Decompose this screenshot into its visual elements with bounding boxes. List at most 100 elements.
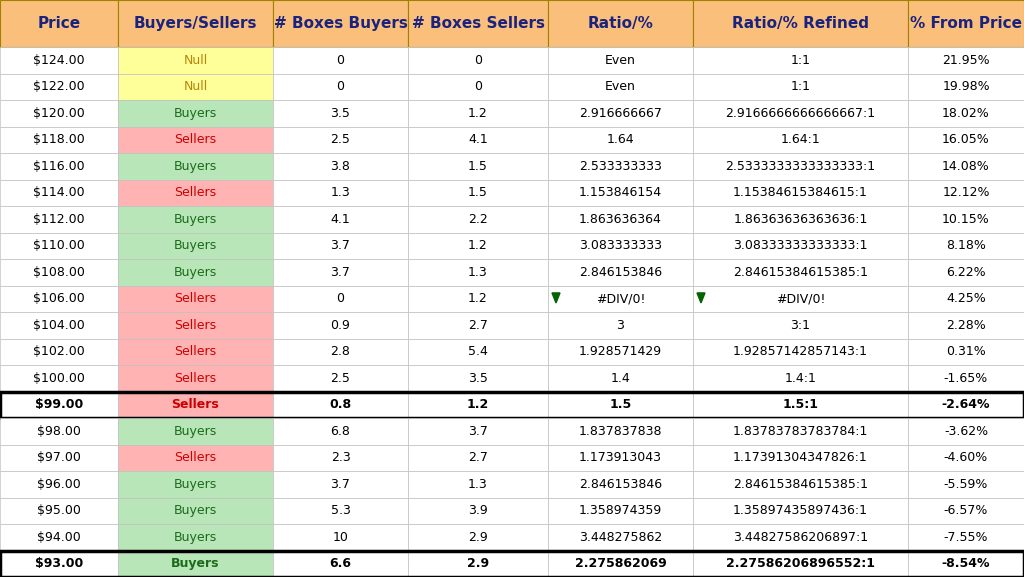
Bar bbox=[273, 524, 408, 550]
Text: 2.8: 2.8 bbox=[331, 345, 350, 358]
Text: 0: 0 bbox=[337, 54, 344, 67]
Bar bbox=[908, 206, 1024, 233]
Text: Ratio/% Refined: Ratio/% Refined bbox=[732, 16, 869, 31]
Text: Null: Null bbox=[183, 54, 208, 67]
Text: 2.9: 2.9 bbox=[467, 557, 489, 570]
Text: -4.60%: -4.60% bbox=[944, 451, 988, 464]
Text: Buyers: Buyers bbox=[174, 504, 217, 517]
Text: 2.9166666666666667:1: 2.9166666666666667:1 bbox=[725, 107, 876, 120]
Text: -6.57%: -6.57% bbox=[944, 504, 988, 517]
Text: Sellers: Sellers bbox=[174, 345, 216, 358]
Bar bbox=[908, 259, 1024, 286]
Text: Sellers: Sellers bbox=[174, 292, 216, 305]
Bar bbox=[273, 153, 408, 179]
Text: 3.5: 3.5 bbox=[331, 107, 350, 120]
Bar bbox=[908, 100, 1024, 126]
Text: 1.153846154: 1.153846154 bbox=[579, 186, 663, 199]
Bar bbox=[408, 497, 548, 524]
Bar bbox=[118, 497, 273, 524]
Text: 2.846153846: 2.846153846 bbox=[579, 478, 663, 491]
Text: $97.00: $97.00 bbox=[37, 451, 81, 464]
Text: $110.00: $110.00 bbox=[33, 239, 85, 252]
Text: 6.8: 6.8 bbox=[331, 425, 350, 438]
Bar bbox=[693, 179, 908, 206]
Text: Sellers: Sellers bbox=[174, 186, 216, 199]
Text: 4.25%: 4.25% bbox=[946, 292, 986, 305]
Text: 14.08%: 14.08% bbox=[942, 160, 990, 173]
Text: 0: 0 bbox=[474, 80, 482, 93]
Bar bbox=[693, 206, 908, 233]
Text: 1.173913043: 1.173913043 bbox=[579, 451, 662, 464]
Bar bbox=[693, 153, 908, 179]
Bar bbox=[693, 392, 908, 418]
Bar bbox=[0, 392, 118, 418]
Bar bbox=[548, 418, 693, 444]
Text: 3.8: 3.8 bbox=[331, 160, 350, 173]
Text: Even: Even bbox=[605, 80, 636, 93]
Text: $108.00: $108.00 bbox=[33, 266, 85, 279]
Bar bbox=[908, 418, 1024, 444]
Text: 2.84615384615385:1: 2.84615384615385:1 bbox=[733, 478, 868, 491]
Bar bbox=[548, 471, 693, 497]
Bar bbox=[273, 339, 408, 365]
Text: 1.2: 1.2 bbox=[468, 292, 487, 305]
Text: Buyers: Buyers bbox=[174, 239, 217, 252]
Bar bbox=[273, 286, 408, 312]
Text: 1.2: 1.2 bbox=[467, 398, 489, 411]
Bar bbox=[908, 153, 1024, 179]
Text: Ratio/%: Ratio/% bbox=[588, 16, 653, 31]
Text: #DIV/0!: #DIV/0! bbox=[776, 292, 825, 305]
Bar bbox=[548, 339, 693, 365]
Bar bbox=[118, 153, 273, 179]
Bar bbox=[118, 286, 273, 312]
Bar bbox=[273, 233, 408, 259]
Text: Buyers: Buyers bbox=[174, 266, 217, 279]
Bar bbox=[0, 73, 118, 100]
Text: -8.54%: -8.54% bbox=[942, 557, 990, 570]
Text: 2.5333333333333333:1: 2.5333333333333333:1 bbox=[725, 160, 876, 173]
Bar bbox=[908, 365, 1024, 392]
Text: 2.2: 2.2 bbox=[468, 213, 487, 226]
Bar bbox=[408, 471, 548, 497]
Text: 1.64: 1.64 bbox=[606, 133, 634, 146]
Text: 2.27586206896552:1: 2.27586206896552:1 bbox=[726, 557, 874, 570]
Bar bbox=[273, 100, 408, 126]
Text: 1.2: 1.2 bbox=[468, 107, 487, 120]
Text: 2.846153846: 2.846153846 bbox=[579, 266, 663, 279]
Text: $120.00: $120.00 bbox=[33, 107, 85, 120]
Polygon shape bbox=[697, 293, 705, 303]
Text: 1.2: 1.2 bbox=[468, 239, 487, 252]
Text: 1.64:1: 1.64:1 bbox=[780, 133, 820, 146]
Bar bbox=[273, 312, 408, 339]
Text: 2.9: 2.9 bbox=[468, 531, 487, 544]
Text: $118.00: $118.00 bbox=[33, 133, 85, 146]
Text: -1.65%: -1.65% bbox=[944, 372, 988, 385]
Bar bbox=[548, 206, 693, 233]
Text: 8.18%: 8.18% bbox=[946, 239, 986, 252]
Bar bbox=[693, 286, 908, 312]
Text: $106.00: $106.00 bbox=[33, 292, 85, 305]
Bar bbox=[548, 497, 693, 524]
Text: Buyers: Buyers bbox=[174, 478, 217, 491]
Text: Sellers: Sellers bbox=[174, 451, 216, 464]
Bar bbox=[273, 418, 408, 444]
Bar bbox=[908, 392, 1024, 418]
Text: $99.00: $99.00 bbox=[35, 398, 83, 411]
Text: 1:1: 1:1 bbox=[791, 54, 811, 67]
Bar bbox=[118, 365, 273, 392]
Polygon shape bbox=[552, 293, 560, 303]
Bar bbox=[908, 286, 1024, 312]
Text: $122.00: $122.00 bbox=[33, 80, 85, 93]
Bar bbox=[0, 259, 118, 286]
Text: Sellers: Sellers bbox=[174, 133, 216, 146]
Bar bbox=[0, 179, 118, 206]
Bar bbox=[118, 339, 273, 365]
Text: 18.02%: 18.02% bbox=[942, 107, 990, 120]
Bar bbox=[118, 312, 273, 339]
Bar bbox=[693, 312, 908, 339]
Text: 1.3: 1.3 bbox=[468, 266, 487, 279]
Bar bbox=[548, 365, 693, 392]
Bar bbox=[693, 0, 908, 47]
Bar bbox=[273, 392, 408, 418]
Bar bbox=[548, 179, 693, 206]
